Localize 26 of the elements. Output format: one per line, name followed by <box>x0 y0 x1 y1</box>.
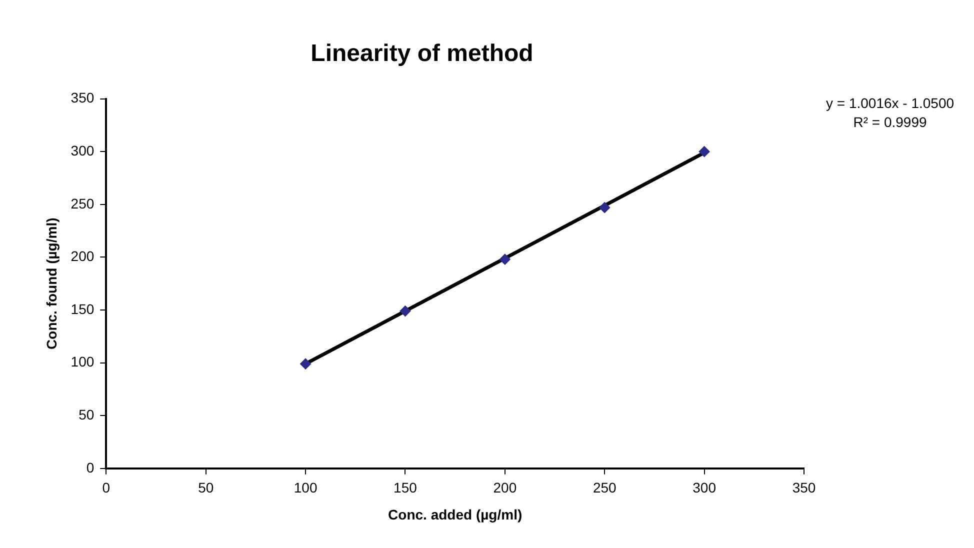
y-tick-label: 0 <box>86 459 94 476</box>
point <box>599 202 610 214</box>
chart-title: Linearity of method <box>310 40 534 68</box>
y-tick-label: 200 <box>70 248 94 264</box>
point <box>300 358 312 370</box>
x-tick-label: 50 <box>198 480 214 496</box>
text: R² = 0.9999 <box>853 114 927 130</box>
point <box>400 306 411 317</box>
y-tick-label: 150 <box>70 300 94 317</box>
y-tick-label: 350 <box>70 90 94 106</box>
point <box>499 254 510 265</box>
x-tick-label: 100 <box>294 480 318 496</box>
point <box>698 146 710 158</box>
x-tick-label: 200 <box>493 480 517 496</box>
x-tick-label: 250 <box>592 480 617 496</box>
x-tick-label: 0 <box>102 480 110 496</box>
y-tick-label: 100 <box>70 354 94 370</box>
x-tick-label: 150 <box>394 480 418 496</box>
x-axis-title: Conc. added (µg/ml) <box>388 506 522 522</box>
x-tick-label: 300 <box>692 480 716 496</box>
text: y = 1.0016x - 1.0500 <box>826 94 954 111</box>
y-axis-title: Conc. found (µg/ml) <box>43 218 60 350</box>
y-tick-label: 50 <box>78 406 94 422</box>
y-tick-label: 250 <box>70 195 94 212</box>
y-tick-label: 300 <box>70 142 94 158</box>
x-tick-label: 350 <box>792 480 816 496</box>
